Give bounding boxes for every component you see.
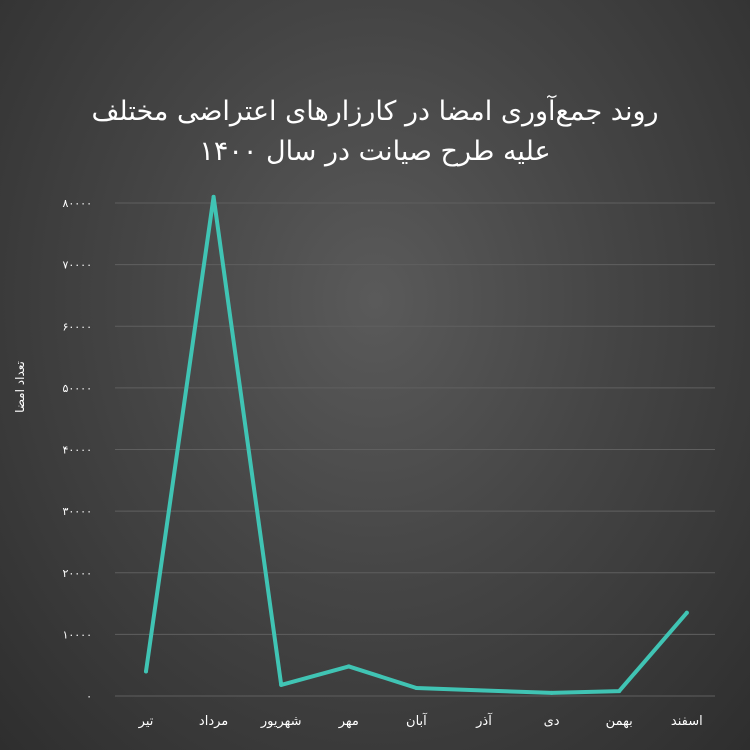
data-point [144, 669, 148, 674]
data-point [482, 688, 486, 693]
x-tick-label: شهریور [260, 714, 302, 729]
x-axis-ticks: تیر مرداد شهریور مهر آبان آذر دی بهمن اسفند [138, 712, 703, 729]
gridlines [115, 202, 715, 697]
y-tick-label: ۰ [86, 690, 92, 703]
x-tick-label: آبان [406, 712, 428, 729]
x-tick-label: مرداد [199, 714, 228, 729]
y-tick-label: ۶۰۰۰۰ [62, 320, 92, 333]
data-point [549, 690, 554, 695]
y-tick-label: ۲۰۰۰۰ [62, 567, 92, 580]
y-tick-label: ۴۰۰۰۰ [62, 444, 92, 457]
series-signatures [144, 194, 689, 695]
x-tick-label: اسفند [671, 714, 703, 729]
chart-title-line-1: روند جمع‌آوری امضا در کارزارهای اعتراضی … [91, 96, 659, 127]
data-point [346, 664, 351, 669]
x-tick-label: دی [544, 714, 560, 729]
y-tick-label: ۷۰۰۰۰ [62, 259, 92, 272]
y-tick-label: ۳۰۰۰۰ [62, 505, 92, 518]
x-tick-label: تیر [138, 714, 154, 729]
y-tick-label: ۸۰۰۰۰ [62, 197, 92, 210]
x-tick-label: آذر [475, 712, 493, 729]
y-tick-label: ۱۰۰۰۰ [62, 628, 92, 641]
x-tick-label: بهمن [606, 714, 633, 729]
data-point [684, 610, 689, 615]
y-tick-label: ۵۰۰۰۰ [62, 382, 92, 395]
x-tick-label: مهر [338, 714, 359, 729]
chart-title-line-2: علیه طرح صیانت در سال ۱۴۰۰ [199, 136, 551, 167]
y-axis-ticks: ۰ ۱۰۰۰۰ ۲۰۰۰۰ ۳۰۰۰۰ ۴۰۰۰۰ ۵۰۰۰۰ ۶۰۰۰۰ ۷۰۰۰۰ ۸۰۰۰… [62, 197, 92, 703]
data-point [279, 682, 284, 687]
data-point [617, 689, 622, 694]
data-point [211, 194, 216, 199]
series-line [144, 194, 689, 695]
data-point [414, 685, 419, 690]
chart-title: روند جمع‌آوری امضا در کارزارهای اعتراضی … [0, 92, 750, 172]
